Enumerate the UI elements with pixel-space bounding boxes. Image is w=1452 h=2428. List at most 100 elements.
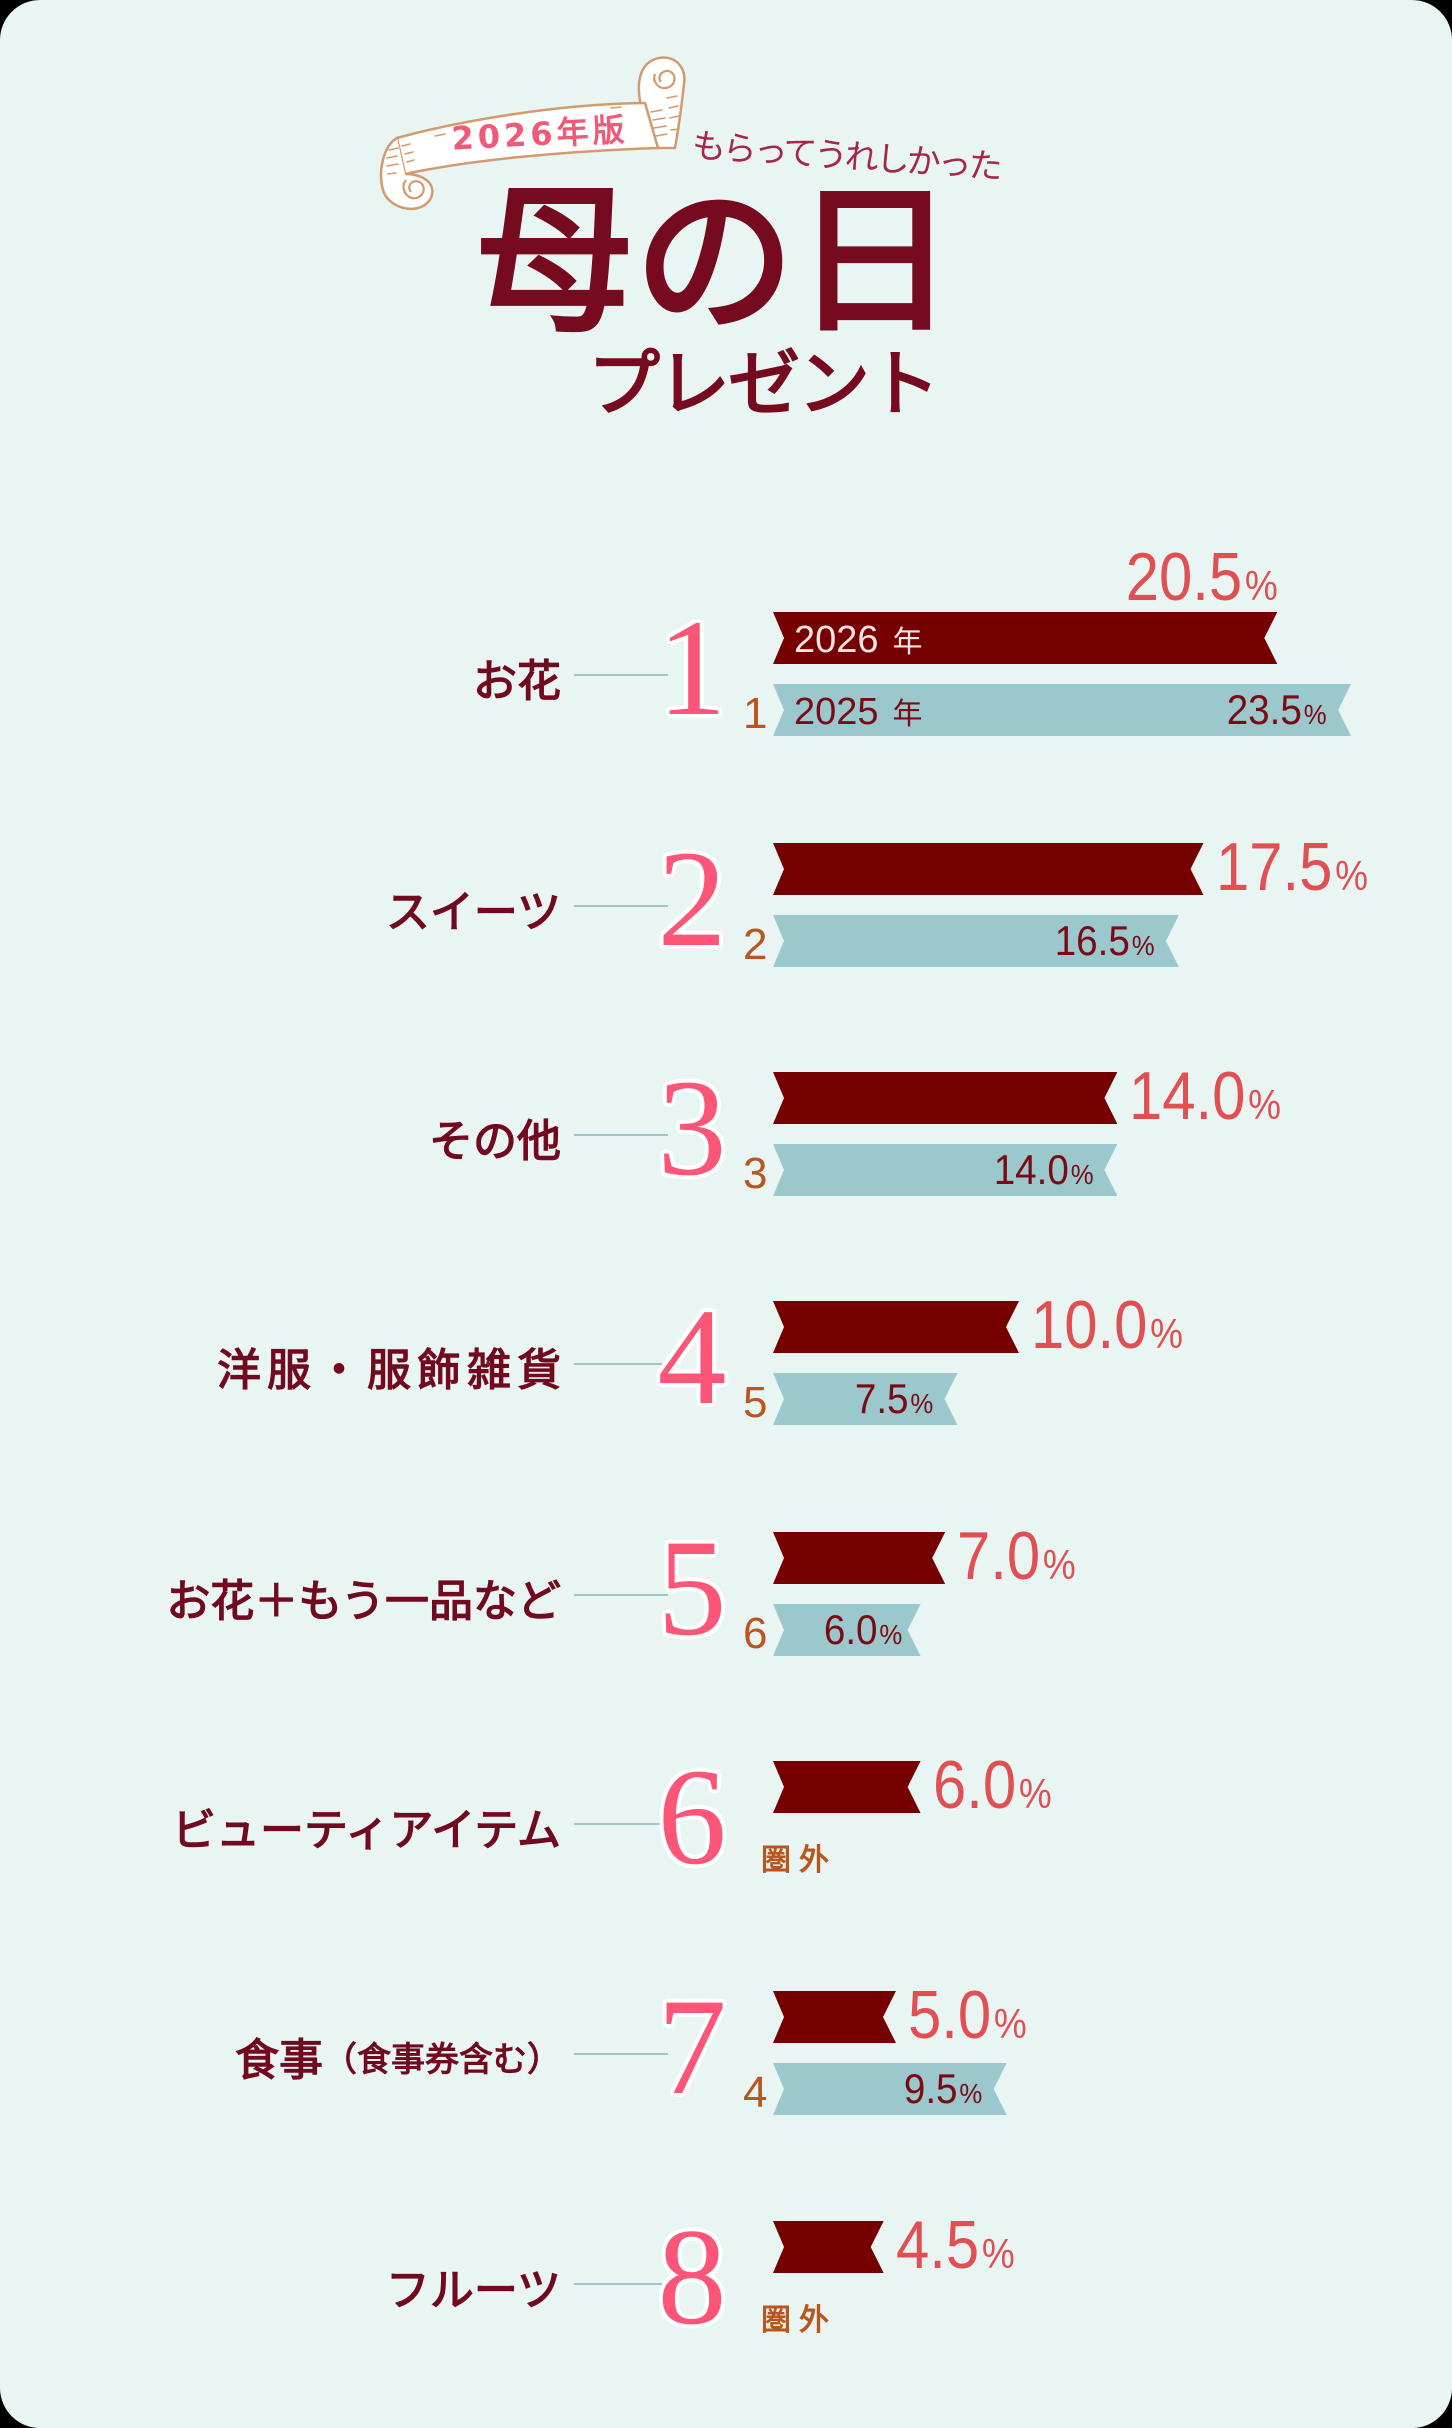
pct-2025: 6.0% [824,1604,902,1656]
rank-number: 7 [657,1970,727,2123]
pct-value: 6.0 [824,1606,878,1653]
bar-2025-fill [773,2063,1007,2115]
bar-2025-fill [773,1604,921,1656]
year-suffix: 年 [892,697,923,732]
item-label: フルーツ [386,2256,561,2316]
pct-value: 4.5 [895,2207,979,2283]
connector-line [574,905,668,907]
pct-2025: 14.0% [993,1144,1093,1196]
pct-2025: 23.5% [1227,684,1327,736]
pct-2026: 14.0% [1129,1062,1281,1130]
bar-2026-fill [773,1761,921,1813]
bar-2026: 5.0% [773,1981,1027,2049]
bar-2026: 10.0% [773,1291,1183,1359]
item-label-text: 食事 [235,2035,323,2086]
connector-line [574,2283,668,2285]
page-title-sub: プレゼント [588,341,940,426]
pct-2025: 9.5% [904,2063,982,2115]
pct-value: 5.0 [908,1977,992,2053]
rank-number: 6 [657,1740,727,1893]
pct-unit: % [1150,1310,1183,1357]
bar-2026: 14.0% [773,1062,1281,1130]
item-label: 洋服・服飾雑貨 [217,1336,567,1396]
previous-rank: 5 [743,1378,768,1427]
item-label-text: お花 [473,656,561,707]
connector-line [574,1594,668,1596]
pct-unit: % [1334,852,1368,899]
bar-2026-fill [773,1991,896,2043]
connector-line [574,1134,668,1136]
item-label-text: その他 [429,1116,561,1167]
pct-value: 23.5 [1227,686,1303,733]
pct-unit: % [1018,1770,1052,1817]
connector-line [574,1823,668,1825]
pct-unit: % [1131,930,1155,961]
item-label-text: スイーツ [385,887,561,938]
bar-2026-fill [773,1532,945,1584]
bar-2026: 17.5% [773,833,1367,901]
pct-2026: 7.0% [957,1522,1076,1590]
pct-unit: % [1244,562,1278,609]
pct-value: 20.5 [1125,539,1242,615]
item-label: お花＋もう一品など [166,1567,561,1627]
pct-unit: % [993,2000,1027,2047]
previous-rank: 4 [743,2068,768,2117]
bar-2025-fill [773,915,1179,967]
pct-unit: % [910,1388,934,1419]
pct-unit: % [1070,1159,1094,1190]
item-label: 食事 （食事券含む） [235,2026,561,2086]
item-label: その他 [429,1107,561,1167]
item-label-text: 洋服・服飾雑貨 [217,1345,567,1396]
ranking-row-2: スイーツ 2 2 17.5% 16.5% [0,793,1452,1023]
bar-2026-fill [773,612,1277,664]
year-label-2026: 2026 年 [794,614,923,666]
year-value: 2026 [794,619,879,661]
bar-2025-fill [773,1144,1117,1196]
item-label-text: ビューティアイテム [172,1805,561,1856]
previous-rank: 3 [743,1149,768,1198]
pct-unit: % [879,1619,903,1650]
previous-rank-out-of-ranking: 圏外 [761,1843,837,1878]
pct-value: 9.5 [904,2065,958,2112]
rank-number: 2 [657,822,727,975]
rank-number: 3 [657,1051,727,1204]
bar-2025: 9.5% [773,2063,1007,2115]
connector-line [574,1363,668,1365]
ranking-row-5: お花＋もう一品など 5 6 7.0% 6.0% [0,1482,1452,1712]
bar-2026: 2026 年 20.5% [773,543,1278,666]
ranking-row-3: その他 3 3 14.0% 14.0% [0,1022,1452,1252]
bar-2026: 6.0% [773,1751,1051,1819]
bar-2026-fill [773,843,1204,895]
bar-2026-fill [773,1072,1117,1124]
bar-2025: 14.0% [773,1144,1117,1196]
previous-rank-out-of-ranking: 圏外 [761,2303,837,2338]
bar-2025: 6.0% [773,1604,921,1656]
rank-number: 5 [657,1511,727,1664]
pct-value: 10.0 [1031,1287,1148,1363]
ranking-row-7: 食事 （食事券含む） 7 4 5.0% 9.5% [0,1941,1452,2171]
rank-number: 8 [657,2200,727,2353]
previous-rank: 6 [743,1609,768,1658]
item-label: スイーツ [386,878,561,938]
pct-unit: % [1248,1081,1282,1128]
item-label-note: （食事券含む） [323,2039,561,2080]
connector-line [574,674,668,676]
rank-number: 1 [657,591,727,744]
pct-unit: % [1043,1541,1076,1588]
pct-2026: 17.5% [1216,833,1368,901]
bar-2026: 4.5% [773,2211,1014,2279]
pct-unit: % [981,2230,1015,2277]
ranking-row-6: ビューティアイテム 6 圏外 6.0% [0,1711,1452,1941]
connector-line [574,2053,668,2055]
pct-value: 6.0 [932,1747,1016,1823]
ranking-row-8: フルーツ 8 圏外 4.5% [0,2171,1452,2401]
item-label-text: フルーツ [385,2265,561,2316]
bar-2025: 2025 年 23.5% [773,684,1351,736]
pct-2025: 16.5% [1055,915,1155,967]
pct-2026: 10.0% [1031,1291,1183,1359]
pct-2026: 20.5% [1125,543,1277,611]
bar-2026-fill [773,1301,1019,1353]
pct-value: 17.5 [1215,829,1332,905]
rank-number: 4 [657,1280,727,1433]
